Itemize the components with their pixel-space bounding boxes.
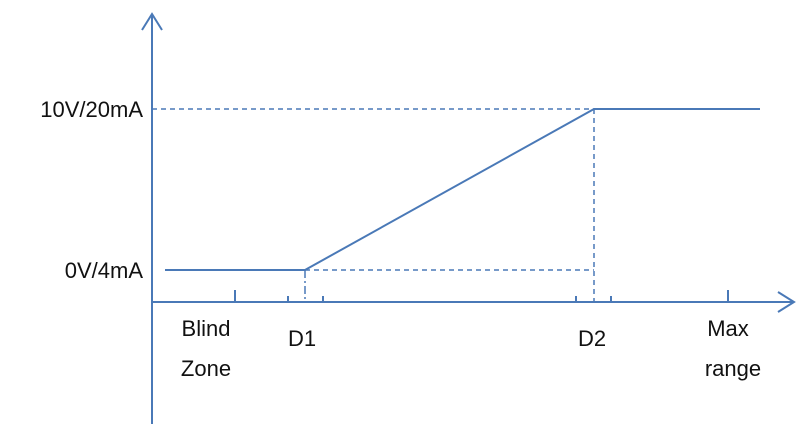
x-label-d1: D1 (288, 326, 316, 351)
y-label-0v: 0V/4mA (65, 258, 144, 283)
x-label-d2: D2 (578, 326, 606, 351)
x-label-max: Max (707, 316, 749, 341)
x-axis-arrow (777, 291, 796, 313)
x-label-zone: Zone (181, 356, 231, 381)
x-label-blind: Blind (182, 316, 231, 341)
output-curve (165, 108, 760, 271)
y-axis-arrow (141, 12, 163, 31)
x-label-range: range (705, 356, 761, 381)
y-label-10v: 10V/20mA (40, 97, 143, 122)
